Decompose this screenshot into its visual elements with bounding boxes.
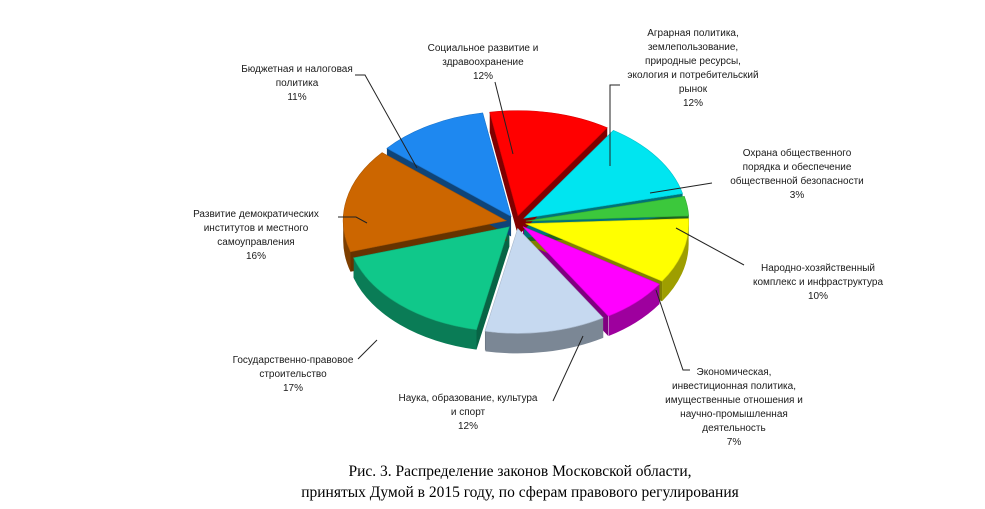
slice-pct-3: 10% <box>808 291 828 302</box>
leader-line-5 <box>552 335 584 402</box>
slice-label-line: самоуправления <box>217 237 294 248</box>
leader-line-2 <box>649 182 713 194</box>
slice-label-8: Бюджетная и налоговая политика 11% <box>241 64 353 103</box>
slice-label-7: Развитие демократических институтов и мес… <box>193 209 319 262</box>
slice-label-line: Государственно-правовое <box>233 355 354 366</box>
slice-pct-7: 16% <box>246 251 266 262</box>
leader-line-0 <box>494 81 514 155</box>
slice-top-5 <box>484 227 604 334</box>
slice-top-7 <box>342 152 508 253</box>
slice-label-line: инвестиционная политика, <box>672 381 796 392</box>
slice-label-line: общественной безопасности <box>730 175 864 187</box>
slice-top-6 <box>353 226 510 331</box>
slice-wall-4 <box>608 284 660 336</box>
slice-label-line: строительство <box>259 369 327 380</box>
slice-top-3 <box>525 218 689 282</box>
slice-label-line: рынок <box>679 84 708 95</box>
caption-line-1: Рис. 3. Распределение законов Московской… <box>349 463 692 480</box>
slice-label-line: комплекс и инфраструктура <box>753 276 883 288</box>
slice-label-line: Развитие демократических <box>193 209 319 220</box>
leader-lines <box>338 74 745 402</box>
slice-label-4: Экономическая, инвестиционная политика, им… <box>665 367 803 448</box>
leader-line-8 <box>355 74 418 169</box>
slice-label-line: Наука, образование, культура <box>399 392 538 404</box>
slice-label-0: Социальное развитие и здравоохранение 12% <box>428 43 539 82</box>
slice-wall-3 <box>662 224 689 302</box>
slice-pct-8: 11% <box>287 92 306 103</box>
slice-pct-4: 7% <box>727 437 742 448</box>
leader-line-7 <box>338 216 368 224</box>
slice-top-4 <box>522 226 660 317</box>
slice-top-8 <box>386 112 512 217</box>
slice-label-line: природные ресурсы, <box>645 56 741 67</box>
slice-label-3: Народно-хозяйственный комплекс и инфрастр… <box>753 263 883 302</box>
slice-label-line: имущественные отношения и <box>665 395 803 406</box>
slice-tops <box>342 110 690 334</box>
leader-line-1 <box>609 84 620 166</box>
leader-line-3 <box>675 227 745 266</box>
leader-line-4 <box>655 289 690 371</box>
slice-label-line: и спорт <box>451 407 486 418</box>
slice-label-line: Охрана общественного <box>743 147 852 159</box>
slice-top-1 <box>523 130 684 219</box>
slice-top-2 <box>525 196 690 222</box>
slice-pct-2: 3% <box>790 190 805 201</box>
slice-side-0-0 <box>489 112 519 236</box>
slice-label-line: порядка и обеспечение <box>743 161 852 173</box>
slice-label-line: Бюджетная и налоговая <box>241 64 353 75</box>
slice-label-line: Экономическая, <box>697 367 772 378</box>
slice-wall-7 <box>343 221 351 272</box>
slice-pct-0: 12% <box>473 71 493 82</box>
slice-pct-5: 12% <box>458 421 478 432</box>
slice-pct-1: 12% <box>683 98 703 109</box>
slice-label-line: Народно-хозяйственный <box>761 263 875 274</box>
slice-label-line: Аграрная политика, <box>647 28 739 39</box>
slice-label-5: Наука, образование, культура и спорт 12% <box>399 392 538 432</box>
slice-label-6: Государственно-правовое строительство 17% <box>233 355 354 394</box>
slice-label-line: землепользование, <box>648 42 738 53</box>
slice-wall-6 <box>353 258 477 350</box>
slice-side-6-0 <box>476 226 510 350</box>
slice-pct-6: 17% <box>283 383 303 394</box>
slice-top-0 <box>489 110 608 217</box>
slice-label-1: Аграрная политика, землепользование, приро… <box>627 28 758 109</box>
slice-labels: Социальное развитие и здравоохранение 12%А… <box>193 28 883 448</box>
slice-label-line: здравоохранение <box>442 57 524 68</box>
slice-label-line: деятельность <box>702 423 765 434</box>
caption-line-2: принятых Думой в 2015 году, по сферам пр… <box>301 484 739 501</box>
slice-label-line: Социальное развитие и <box>428 43 539 54</box>
slice-label-line: политика <box>276 78 319 89</box>
slice-label-line: институтов и местного <box>204 223 309 234</box>
slice-wall-5 <box>485 317 604 354</box>
slice-label-line: научно-промышленная <box>680 409 788 420</box>
slice-label-line: экология и потребительский <box>627 69 758 81</box>
leader-line-6 <box>357 339 378 360</box>
slice-label-2: Охрана общественного порядка и обеспечени… <box>730 147 864 201</box>
